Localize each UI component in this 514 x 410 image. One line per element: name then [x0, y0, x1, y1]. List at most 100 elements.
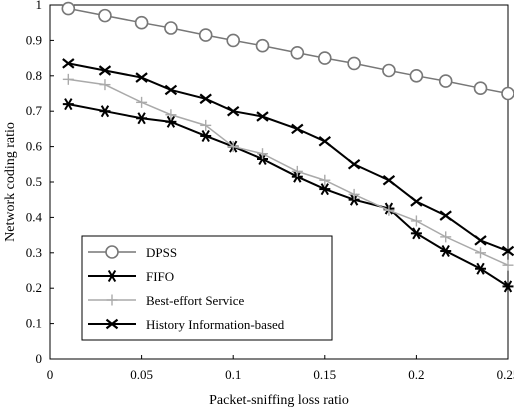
- x-tick-label: 0.1: [225, 367, 241, 382]
- marker-stroke: [412, 227, 421, 240]
- circle-marker: [226, 33, 240, 48]
- plus-marker: [440, 231, 452, 243]
- circle-marker: [290, 45, 305, 60]
- cross-marker: [382, 174, 396, 186]
- cross-marker: [135, 72, 148, 83]
- cross-marker: [439, 210, 452, 221]
- circle-marker: [164, 21, 178, 35]
- series-best-effort-service: [62, 73, 514, 271]
- x-tick-label: 0: [47, 367, 54, 382]
- marker-stroke: [441, 245, 450, 258]
- cross-marker: [291, 123, 304, 135]
- legend-entry-history-information-based: History Information-based: [88, 317, 285, 332]
- asterisk-marker: [410, 227, 422, 240]
- legend-entry-dpss: DPSS: [88, 245, 177, 260]
- circle-marker: [382, 63, 396, 78]
- x-tick-label: 0.05: [130, 367, 153, 382]
- x-tick-label: 0.2: [408, 367, 424, 382]
- marker-stroke: [201, 129, 210, 142]
- legend-label: DPSS: [146, 245, 177, 260]
- marker-stroke: [64, 98, 73, 111]
- cross-marker: [227, 105, 240, 117]
- y-tick-label: 0: [36, 351, 43, 366]
- marker-stroke: [227, 105, 240, 117]
- tick-labels: 0 0.05 0.1 0.15 0.2 0.25 0 0.1 0.2 0.3 0.4 0.5 0.6 0.…: [26, 0, 514, 382]
- circle-marker: [347, 56, 361, 71]
- marker-stroke: [164, 84, 178, 96]
- circle-marker: [134, 15, 149, 30]
- x-tick-label: 0.15: [313, 367, 336, 382]
- circle-marker: [198, 28, 213, 42]
- asterisk-marker: [165, 115, 177, 128]
- marker-stroke: [166, 115, 176, 128]
- cross-marker: [199, 93, 212, 105]
- cross-marker: [410, 196, 423, 207]
- cross-marker: [256, 111, 269, 122]
- marker-stroke: [256, 111, 269, 122]
- circle-marker: [317, 51, 332, 65]
- legend-entry-best-effort-service: Best-effort Service: [88, 293, 245, 308]
- y-tick-label: 0.9: [26, 32, 42, 47]
- y-tick-label: 1: [36, 0, 43, 12]
- y-tick-label: 0.1: [26, 316, 42, 331]
- asterisk-marker: [106, 269, 118, 283]
- tick-marks: [49, 4, 509, 360]
- series-dpss: [61, 1, 514, 101]
- x-tick-label: 0.25: [497, 367, 514, 382]
- cross-marker: [318, 136, 331, 147]
- y-tick-label: 0.2: [26, 280, 42, 295]
- marker-stroke: [98, 65, 112, 76]
- series-history-information-based: [62, 58, 514, 257]
- legend-label: History Information-based: [146, 317, 285, 332]
- cross-marker: [501, 245, 514, 257]
- plus-marker: [165, 109, 177, 121]
- plus-marker: [62, 73, 74, 85]
- circle-marker: [438, 74, 453, 88]
- marker-stroke: [503, 280, 513, 293]
- legend-label: Best-effort Service: [146, 293, 245, 308]
- cross-marker: [62, 58, 75, 69]
- marker-stroke: [291, 123, 304, 135]
- plus-marker: [383, 204, 395, 216]
- circle-marker: [61, 1, 76, 16]
- y-tick-label: 0.5: [26, 174, 42, 189]
- circle-marker: [409, 69, 424, 83]
- legend: DPSS FIFO Best-effort Service History Infor…: [81, 235, 333, 341]
- plus-marker: [291, 165, 303, 177]
- marker-stroke: [62, 58, 75, 69]
- plus-marker: [106, 294, 118, 306]
- plus-marker: [502, 259, 514, 271]
- cross-marker: [474, 235, 487, 246]
- marker-stroke: [137, 112, 146, 125]
- asterisk-marker: [475, 262, 487, 275]
- circle-marker: [98, 8, 112, 23]
- cross-marker: [347, 159, 361, 170]
- marker-stroke: [439, 210, 452, 221]
- marker-stroke: [347, 159, 361, 170]
- asterisk-marker: [200, 129, 212, 142]
- legend-label: FIFO: [146, 269, 174, 284]
- asterisk-marker: [136, 112, 148, 125]
- y-tick-label: 0.3: [26, 245, 42, 260]
- asterisk-marker: [440, 245, 452, 258]
- circle-marker: [255, 38, 270, 53]
- y-tick-label: 0.6: [26, 139, 43, 154]
- y-tick-label: 0.8: [26, 68, 42, 83]
- marker-stroke: [107, 269, 117, 283]
- x-axis-title: Packet-sniffing loss ratio: [209, 393, 349, 408]
- circle-marker: [105, 245, 119, 259]
- marker-stroke: [135, 72, 148, 83]
- asterisk-marker: [62, 98, 74, 111]
- plus-marker: [319, 174, 331, 186]
- marker-stroke: [105, 318, 119, 330]
- cross-marker: [105, 318, 119, 330]
- plus-marker: [348, 188, 360, 200]
- marker-stroke: [100, 105, 110, 118]
- plus-marker: [475, 247, 487, 259]
- y-tick-label: 0.4: [26, 209, 43, 224]
- marker-stroke: [382, 174, 396, 186]
- marker-stroke: [320, 183, 329, 196]
- marker-stroke: [199, 93, 212, 105]
- asterisk-marker: [319, 183, 331, 196]
